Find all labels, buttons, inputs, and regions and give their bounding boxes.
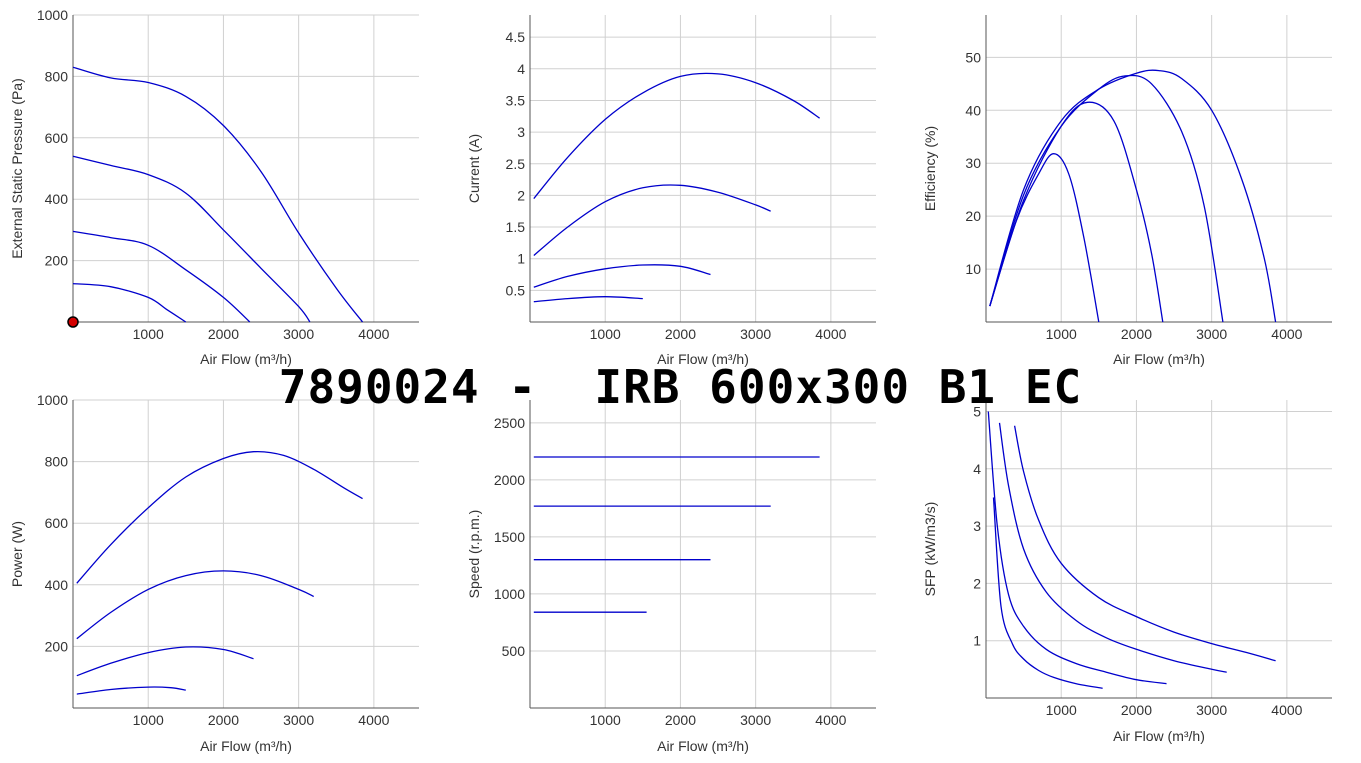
operating-point-marker — [67, 316, 79, 328]
y-tick-label: 400 — [45, 577, 69, 593]
x-tick-label: 4000 — [358, 712, 389, 728]
y-tick-label: 1000 — [37, 392, 68, 408]
pressure-series-1 — [72, 66, 364, 323]
x-axis-title: Air Flow (m³/h) — [200, 738, 292, 754]
efficiency-series-4 — [989, 153, 1100, 323]
y-tick-label: 1.5 — [506, 219, 526, 235]
x-axis-title: Air Flow (m³/h) — [200, 351, 292, 367]
y-axis-title: Power (W) — [9, 521, 25, 587]
x-tick-label: 1000 — [1046, 326, 1077, 342]
pressure-series-4 — [72, 282, 187, 323]
power-series-3 — [76, 646, 254, 677]
y-tick-label: 400 — [45, 191, 69, 207]
y-tick-label: 1 — [973, 633, 981, 649]
sfp-series-4 — [992, 497, 1103, 689]
y-tick-label: 2.5 — [506, 156, 526, 172]
y-tick-label: 4.5 — [506, 29, 526, 45]
y-tick-label: 3.5 — [506, 92, 526, 108]
power-series-4 — [76, 686, 186, 695]
x-tick-label: 3000 — [283, 326, 314, 342]
x-tick-label: 1000 — [590, 712, 621, 728]
y-tick-label: 5 — [973, 403, 981, 419]
power-series-2 — [76, 570, 314, 640]
y-tick-label: 800 — [45, 68, 69, 84]
y-tick-label: 500 — [502, 643, 526, 659]
y-tick-label: 200 — [45, 253, 69, 269]
page-title: 7890024 - IRB 600x300 B1 EC — [278, 360, 1083, 414]
efficiency-series-2 — [989, 74, 1224, 323]
power-series-1 — [76, 450, 363, 584]
sfp-series-1 — [1013, 425, 1276, 662]
y-tick-label: 2 — [517, 187, 525, 203]
x-tick-label: 3000 — [283, 712, 314, 728]
y-tick-label: 1000 — [37, 7, 68, 23]
x-tick-label: 4000 — [815, 326, 846, 342]
y-tick-label: 200 — [45, 638, 69, 654]
x-tick-label: 1000 — [590, 326, 621, 342]
x-tick-label: 3000 — [1196, 702, 1227, 718]
x-tick-label: 4000 — [815, 712, 846, 728]
x-tick-label: 2000 — [208, 712, 239, 728]
y-axis-title: SFP (kW/m3/s) — [922, 502, 938, 597]
efficiency-chart: 1000 2000 3000 4000 10 20 30 40 50 Air Flow (m³/h… — [922, 15, 1332, 367]
y-tick-label: 2500 — [494, 415, 525, 431]
y-tick-label: 1 — [517, 251, 525, 267]
pressure-series-3 — [72, 230, 251, 323]
current-series-3 — [533, 264, 711, 288]
x-tick-label: 4000 — [358, 326, 389, 342]
y-tick-label: 4 — [517, 61, 525, 77]
x-axis-title: Air Flow (m³/h) — [657, 351, 749, 367]
y-tick-label: 600 — [45, 515, 69, 531]
x-tick-label: 1000 — [1046, 702, 1077, 718]
y-tick-label: 2 — [973, 575, 981, 591]
y-tick-label: 0.5 — [506, 282, 526, 298]
x-axis-title: Air Flow (m³/h) — [1113, 728, 1205, 744]
efficiency-series-3 — [989, 101, 1164, 323]
x-tick-label: 2000 — [1121, 702, 1152, 718]
sfp-series-2 — [998, 422, 1227, 673]
y-tick-label: 10 — [965, 261, 981, 277]
x-tick-label: 3000 — [1196, 326, 1227, 342]
y-tick-label: 4 — [973, 461, 981, 477]
y-tick-label: 20 — [965, 208, 981, 224]
y-axis-title: Speed (r.p.m.) — [466, 510, 482, 599]
y-axis-title: Efficiency (%) — [922, 126, 938, 211]
x-tick-label: 2000 — [1121, 326, 1152, 342]
y-tick-label: 50 — [965, 49, 981, 65]
pressure-chart: 1000 2000 3000 4000 200 400 600 800 1000 Air Flow… — [9, 7, 419, 367]
y-tick-label: 800 — [45, 454, 69, 470]
x-tick-label: 3000 — [740, 712, 771, 728]
y-tick-label: 3 — [517, 124, 525, 140]
x-tick-label: 2000 — [665, 712, 696, 728]
y-tick-label: 40 — [965, 102, 981, 118]
sfp-chart: 1000 2000 3000 4000 1 2 3 4 5 Air Flow (m³/h) SFP … — [922, 400, 1332, 744]
speed-chart: 1000 2000 3000 4000 500 1000 1500 2000 2500 Air F… — [466, 400, 876, 754]
x-axis-title: Air Flow (m³/h) — [1113, 351, 1205, 367]
y-axis-title: External Static Pressure (Pa) — [9, 78, 25, 259]
y-tick-label: 2000 — [494, 472, 525, 488]
x-tick-label: 1000 — [133, 712, 164, 728]
y-tick-label: 3 — [973, 518, 981, 534]
efficiency-series-1 — [989, 69, 1277, 323]
x-axis-title: Air Flow (m³/h) — [657, 738, 749, 754]
power-chart: 1000 2000 3000 4000 200 400 600 800 1000 Air Flow… — [9, 392, 419, 754]
x-tick-label: 1000 — [133, 326, 164, 342]
y-tick-label: 30 — [965, 155, 981, 171]
y-tick-label: 1500 — [494, 529, 525, 545]
pressure-series-2 — [72, 155, 311, 323]
sfp-series-3 — [987, 411, 1167, 685]
x-tick-label: 2000 — [208, 326, 239, 342]
x-tick-label: 4000 — [1271, 326, 1302, 342]
current-series-2 — [533, 184, 771, 256]
x-tick-label: 4000 — [1271, 702, 1302, 718]
y-tick-label: 600 — [45, 130, 69, 146]
y-axis-title: Current (A) — [466, 134, 482, 203]
x-tick-label: 3000 — [740, 326, 771, 342]
current-series-1 — [533, 72, 820, 200]
current-chart: 1000 2000 3000 4000 0.5 1 1.5 2 2.5 3 3.5 4 4.5 Air F… — [466, 15, 876, 367]
y-tick-label: 1000 — [494, 586, 525, 602]
x-tick-label: 2000 — [665, 326, 696, 342]
current-series-4 — [533, 296, 643, 303]
